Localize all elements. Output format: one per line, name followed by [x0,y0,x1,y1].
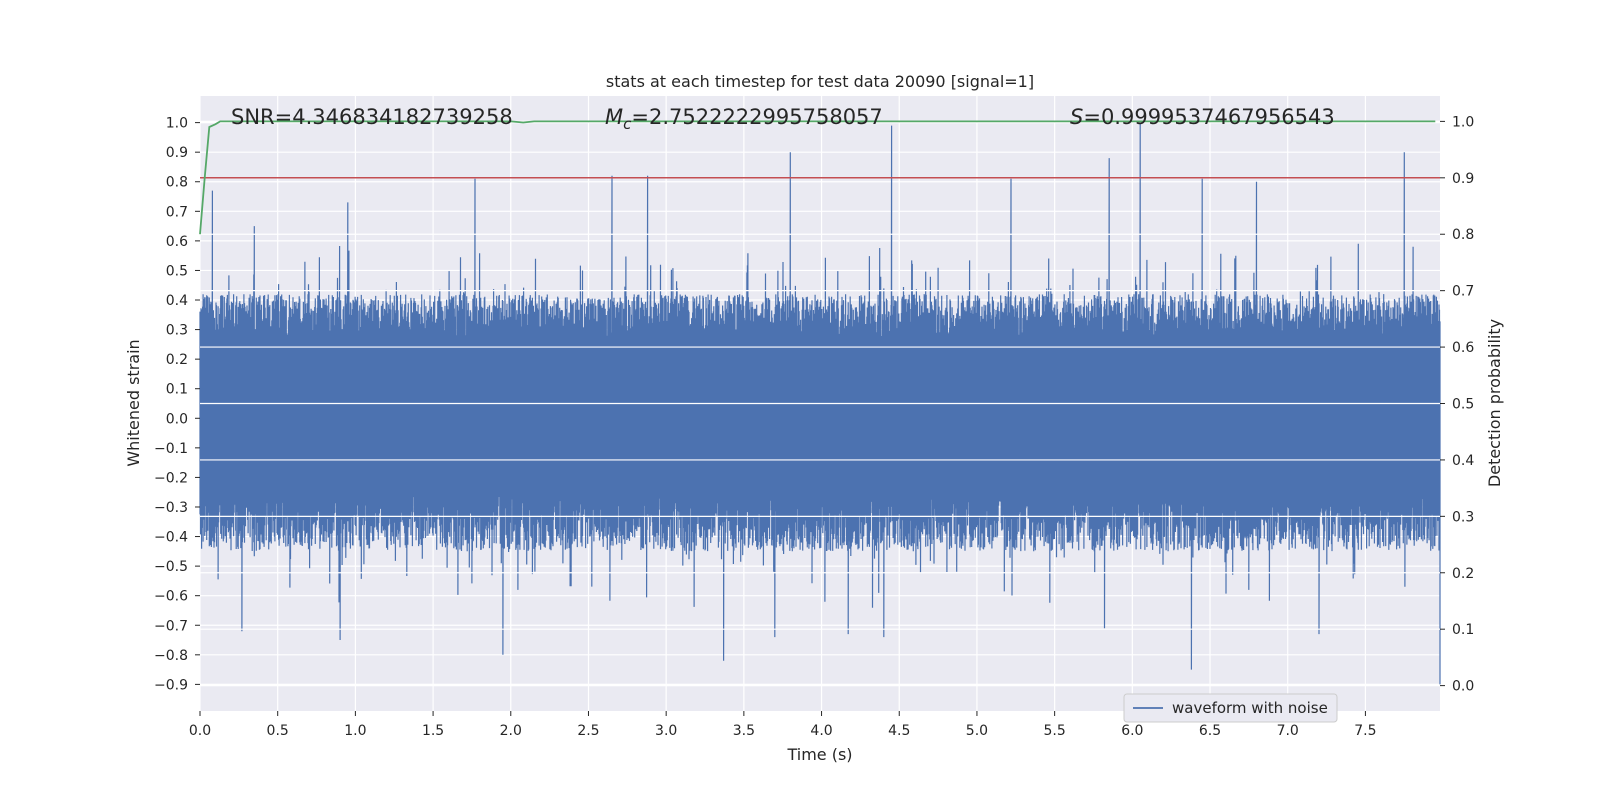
left-y-tick-label: −0.2 [154,470,188,486]
left-y-tick-label: 0.1 [166,382,188,398]
left-y-tick-label: −0.3 [154,500,188,516]
x-axis-label: Time (s) [786,745,852,764]
x-tick-label: 4.0 [810,723,832,739]
x-tick-label: 5.5 [1044,723,1066,739]
left-y-tick-label: 0.4 [166,293,188,309]
x-tick-label: 6.0 [1121,723,1143,739]
x-tick-label: 1.5 [422,723,444,739]
right-y-tick-label: 0.1 [1452,622,1474,638]
right-y-ticks: 1.0 0.9 0.8 0.7 0.6 0.5 0.4 0.3 0.2 0.1 0.0 [1440,114,1474,695]
right-y-tick-label: 0.0 [1452,679,1474,695]
right-y-tick-label: 0.8 [1452,227,1474,243]
x-tick-label: 3.5 [733,723,755,739]
x-tick-label: 4.5 [888,723,910,739]
left-y-tick-label: 0.9 [166,145,188,161]
legend: waveform with noise [1123,693,1338,723]
x-tick-label: 3.0 [655,723,677,739]
chart-title: stats at each timestep for test data 200… [606,72,1034,91]
left-y-axis-label: Whitened strain [124,339,143,466]
left-y-tick-label: 0.2 [166,352,188,368]
left-y-tick-label: −0.6 [154,589,188,605]
left-y-tick-label: 0.7 [166,204,188,220]
left-y-tick-label: −0.8 [154,648,188,664]
left-y-tick-label: −0.9 [154,677,188,693]
x-tick-label: 2.5 [577,723,599,739]
snr-annotation: SNR=4.346834182739258 [231,105,513,129]
right-y-tick-label: 0.5 [1452,397,1474,413]
right-y-axis-label: Detection probability [1485,319,1504,487]
x-tick-label: 0.5 [267,723,289,739]
x-tick-label: 0.0 [189,723,211,739]
right-y-tick-label: 0.4 [1452,453,1474,469]
x-tick-label: 6.5 [1199,723,1221,739]
x-ticks: 0.0 0.5 1.0 1.5 2.0 2.5 3.0 3.5 4.0 4.5 5.0 5.5 6.0 6… [189,711,1377,739]
x-tick-label: 1.0 [344,723,366,739]
legend-box [1123,693,1338,723]
left-y-tick-label: 0.5 [166,263,188,279]
chirp-mass-annotation: Mc=2.7522222995758057 [605,105,883,133]
waveform-core [200,353,1440,478]
left-y-tick-label: 0.0 [166,411,188,427]
legend-label-waveform: waveform with noise [1172,699,1328,717]
x-tick-label: 2.0 [500,723,522,739]
right-y-tick-label: 0.3 [1452,509,1474,525]
s-symbol: S [1070,105,1083,129]
right-y-tick-label: 0.7 [1452,284,1474,300]
right-y-tick-label: 0.2 [1452,566,1474,582]
chirp-mass-symbol: M [605,105,623,129]
right-y-tick-label: 0.9 [1452,171,1474,187]
detection-probability-line [199,120,1436,235]
x-tick-label: 7.0 [1277,723,1299,739]
x-tick-label: 7.5 [1354,723,1376,739]
left-y-tick-label: 0.8 [166,175,188,191]
left-y-tick-label: 1.0 [166,116,188,132]
left-y-ticks: 1.0 0.9 0.8 0.7 0.6 0.5 0.4 0.3 0.2 0.1 0.0 −0.1 −0.… [154,116,200,693]
left-y-tick-label: 0.3 [166,323,188,339]
waveform-series [199,122,1441,685]
left-y-tick-label: −0.7 [154,618,188,634]
right-y-tick-label: 1.0 [1452,114,1474,130]
right-y-tick-label: 0.6 [1452,340,1474,356]
left-y-tick-label: −0.1 [154,441,188,457]
s-value: =0.9999537467956543 [1083,105,1334,129]
chirp-mass-subscript: c [623,115,632,133]
chirp-mass-value: =2.7522222995758057 [631,105,882,129]
left-y-tick-label: −0.4 [154,530,188,546]
left-y-tick-label: −0.5 [154,559,188,575]
x-tick-label: 5.0 [966,723,988,739]
s-annotation: S=0.9999537467956543 [1070,105,1335,129]
left-y-tick-label: 0.6 [166,234,188,250]
